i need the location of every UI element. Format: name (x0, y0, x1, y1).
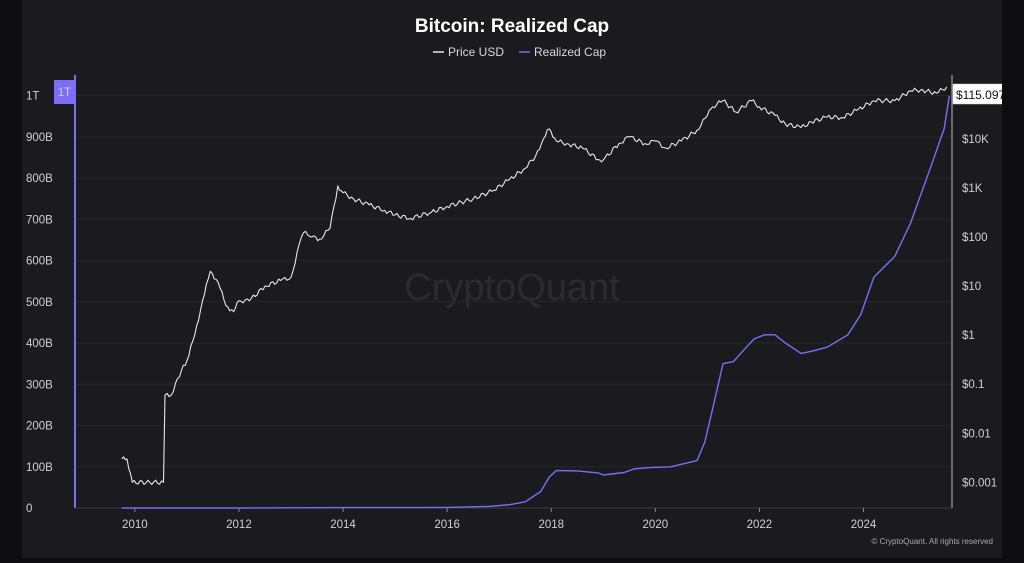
right-tick-label: $100 (962, 232, 988, 244)
price-last-value-box (952, 83, 1002, 105)
x-axis-ticks: 2010 2012 2014 2016 2018 2020 2022 2024 (122, 508, 877, 531)
x-tick-label: 2014 (330, 519, 356, 531)
right-tick-label: $0.01 (962, 428, 991, 440)
grid (75, 95, 952, 468)
right-tick-label: $10 (962, 281, 981, 293)
x-tick-label: 2010 (122, 519, 148, 531)
copyright-footer: © CryptoQuant. All rights reserved (872, 537, 994, 546)
price-last-value-label: $115.097K (956, 88, 1002, 102)
left-tick-label: 200B (26, 421, 53, 433)
left-tick-label: 400B (26, 338, 53, 350)
left-tick-label: 300B (26, 379, 53, 391)
watermark: CryptoQuant (404, 267, 620, 309)
left-tick-label: 600B (26, 256, 53, 268)
legend: Price USD Realized Cap (433, 45, 606, 59)
series (121, 86, 951, 509)
left-tick-label: 500B (26, 297, 53, 309)
price-last-value: $115.097K (952, 83, 1002, 105)
left-axis-highlight: 1T (54, 80, 75, 104)
right-tick-label: $10K (962, 134, 989, 146)
right-tick-label: $0.1 (962, 379, 984, 391)
left-axis-highlight-box (54, 80, 75, 104)
right-axis-ticks: $0.001 $0.01 $0.1 $1 $10 $100 $1K $10K (962, 134, 997, 489)
realized-cap-chart: Bitcoin: Realized Cap Price USD Realized… (26, 16, 1002, 546)
chart-panel: Bitcoin: Realized Cap Price USD Realized… (22, 0, 1002, 558)
x-tick-label: 2018 (538, 519, 564, 531)
legend-price-usd[interactable]: Price USD (448, 45, 504, 59)
x-tick-label: 2012 (226, 519, 252, 531)
right-tick-label: $1 (962, 330, 975, 342)
left-tick-label: 100B (26, 462, 53, 474)
left-axis-ticks: 0 100B 200B 300B 400B 500B 600B 700B 800B 900B 1T (26, 91, 53, 515)
left-tick-label: 1T (26, 91, 39, 103)
realized-cap-line (121, 95, 951, 509)
left-tick-label: 900B (26, 132, 53, 144)
right-tick-label: $0.001 (962, 477, 997, 489)
x-tick-label: 2022 (747, 519, 773, 531)
left-axis-highlight-label: 1T (58, 87, 71, 99)
left-tick-label: 800B (26, 173, 53, 185)
x-tick-label: 2020 (643, 519, 669, 531)
price-usd-line (121, 86, 948, 486)
left-tick-label: 0 (26, 503, 32, 515)
x-tick-label: 2024 (851, 519, 877, 531)
right-tick-label: $1K (962, 183, 983, 195)
left-tick-label: 700B (26, 214, 53, 226)
x-tick-label: 2016 (434, 519, 460, 531)
chart-title: Bitcoin: Realized Cap (415, 16, 609, 37)
legend-realized-cap[interactable]: Realized Cap (534, 45, 606, 59)
